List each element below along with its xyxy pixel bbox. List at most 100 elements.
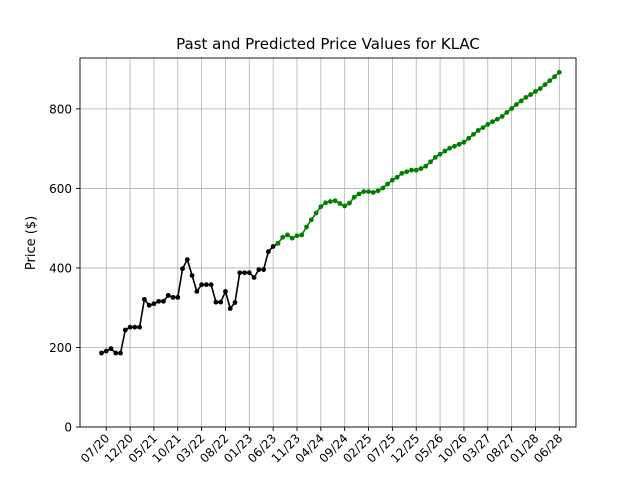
data-point-predicted	[332, 198, 338, 204]
data-point-predicted	[523, 94, 529, 100]
data-point-past	[194, 289, 200, 294]
data-point-predicted	[375, 188, 381, 194]
data-point-past	[184, 257, 190, 262]
data-point-past	[232, 300, 238, 305]
data-point-past	[132, 324, 138, 330]
data-point-predicted	[294, 233, 300, 239]
data-point-past	[227, 306, 233, 311]
data-point-past	[242, 270, 247, 276]
data-point-predicted	[299, 232, 305, 238]
data-point-past	[180, 266, 185, 272]
axes	[79, 57, 577, 428]
data-point-predicted	[389, 177, 395, 183]
data-point-predicted	[385, 181, 391, 187]
data-point-past	[261, 267, 267, 272]
data-point-predicted	[447, 145, 453, 151]
data-point-predicted	[485, 122, 491, 127]
series-past	[99, 240, 281, 356]
data-point-past	[265, 249, 271, 255]
data-point-past	[141, 296, 147, 302]
data-point-past	[213, 299, 219, 305]
y-tick-label: 600	[49, 182, 72, 196]
data-point-past	[103, 348, 109, 354]
data-point-predicted	[552, 74, 557, 80]
data-point-past	[246, 270, 252, 276]
data-point-past	[156, 298, 162, 304]
data-point-predicted	[289, 235, 295, 241]
data-point-predicted	[366, 189, 371, 195]
data-point-predicted	[399, 170, 405, 176]
y-tick-label: 200	[49, 341, 72, 355]
series-predicted	[275, 69, 562, 246]
data-point-past	[175, 294, 181, 300]
data-point-predicted	[318, 204, 324, 210]
data-point-predicted	[437, 151, 443, 157]
data-point-predicted	[509, 106, 515, 111]
data-point-past	[189, 273, 195, 278]
data-point-past	[203, 282, 209, 288]
data-point-predicted	[308, 217, 314, 223]
data-point-past	[218, 299, 224, 305]
data-point-predicted	[428, 159, 433, 165]
data-point-past	[237, 270, 243, 276]
data-point-predicted	[323, 200, 329, 206]
data-point-past	[151, 301, 157, 307]
data-point-predicted	[347, 200, 352, 206]
data-point-predicted	[537, 86, 543, 92]
y-axis-label: Price ($)	[24, 216, 39, 270]
data-point-past	[199, 282, 205, 288]
data-point-predicted	[394, 174, 400, 180]
data-point-predicted	[275, 240, 281, 246]
data-point-past	[127, 324, 133, 330]
data-point-predicted	[361, 189, 367, 195]
data-point-predicted	[466, 135, 472, 141]
data-point-past	[165, 292, 171, 298]
data-point-predicted	[313, 210, 319, 216]
data-point-predicted	[494, 116, 500, 122]
y-tick-label: 800	[49, 102, 72, 116]
chart-title: Past and Predicted Price Values for KLAC	[176, 35, 480, 53]
data-point-past	[223, 289, 228, 294]
data-point-past	[108, 346, 114, 352]
data-point-predicted	[542, 82, 548, 88]
data-point-predicted	[490, 119, 495, 125]
data-point-predicted	[342, 203, 348, 209]
data-point-predicted	[370, 190, 376, 195]
data-point-past	[251, 275, 257, 280]
plot-frame	[79, 57, 577, 428]
data-point-predicted	[442, 148, 448, 154]
data-point-predicted	[280, 234, 286, 240]
data-point-predicted	[404, 169, 410, 175]
data-point-predicted	[480, 125, 486, 130]
grid	[80, 58, 576, 428]
data-point-predicted	[337, 201, 343, 206]
data-point-predicted	[504, 110, 510, 115]
data-point-predicted	[528, 92, 534, 97]
data-point-past	[118, 350, 123, 356]
y-tick-label: 400	[49, 261, 72, 275]
data-point-predicted	[285, 232, 290, 238]
data-point-predicted	[451, 143, 457, 149]
data-point-predicted	[432, 155, 438, 160]
data-point-past	[256, 267, 262, 272]
data-point-past	[122, 327, 128, 333]
data-point-predicted	[413, 167, 419, 173]
data-point-past	[170, 294, 176, 300]
data-point-predicted	[461, 139, 467, 145]
data-point-predicted	[499, 114, 505, 119]
series-group	[99, 69, 562, 356]
y-tick-label: 0	[64, 421, 72, 435]
data-point-predicted	[304, 224, 309, 230]
data-point-past	[113, 350, 119, 356]
data-point-predicted	[513, 102, 519, 107]
data-point-predicted	[409, 167, 414, 173]
data-point-predicted	[351, 194, 357, 200]
data-point-past	[161, 298, 166, 304]
data-point-past	[137, 324, 143, 330]
data-point-predicted	[556, 69, 562, 75]
data-point-predicted	[327, 199, 333, 204]
data-point-predicted	[456, 141, 462, 147]
data-point-past	[99, 350, 104, 356]
data-point-past	[146, 302, 152, 308]
